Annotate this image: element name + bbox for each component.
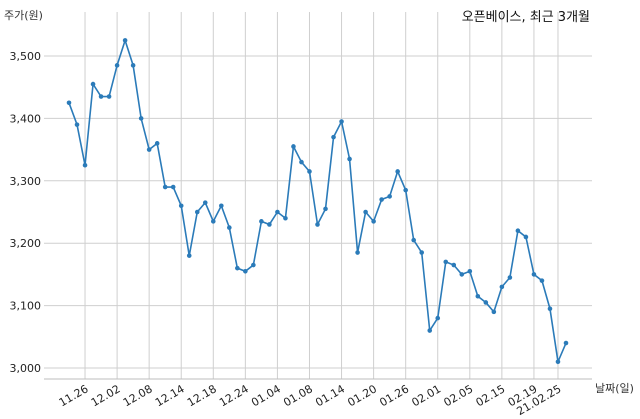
data-point — [251, 262, 256, 268]
data-point — [475, 293, 481, 299]
data-point — [267, 222, 272, 227]
data-point — [170, 184, 176, 190]
data-point — [387, 194, 392, 199]
data-point — [259, 219, 264, 224]
data-point — [427, 328, 433, 333]
chart-title: 오픈베이스, 최근 3개월 — [462, 10, 590, 25]
grid — [44, 12, 592, 379]
data-point — [323, 206, 328, 212]
data-point — [435, 315, 441, 321]
x-tick-label: 12.14 — [153, 382, 187, 409]
data-point — [138, 116, 144, 121]
y-axis-label: 주가(원) — [4, 9, 43, 22]
data-point — [483, 300, 489, 305]
data-point — [178, 203, 184, 209]
data-point — [451, 262, 457, 268]
data-point — [443, 259, 449, 265]
data-point — [347, 156, 352, 162]
data-point — [122, 38, 128, 43]
data-point — [210, 219, 216, 224]
x-tick-labels: 11.2612.0212.0812.1412.1812.2401.0401.08… — [57, 382, 564, 418]
data-point — [499, 284, 505, 290]
x-tick-label: 01.14 — [313, 382, 347, 409]
data-point — [90, 81, 96, 87]
data-point — [419, 250, 425, 255]
y-tick-labels: 3,000 3,100 3,200 3,300 3,400 3,500 — [10, 50, 42, 375]
data-point — [275, 209, 280, 215]
data-point — [299, 159, 304, 165]
data-point — [547, 306, 553, 312]
data-point — [411, 237, 416, 243]
data-point — [355, 250, 360, 255]
x-tick-label: 01.20 — [345, 382, 379, 409]
data-point — [130, 63, 136, 68]
data-point — [194, 209, 200, 215]
data-point — [307, 169, 312, 174]
data-point — [315, 222, 320, 227]
data-point — [339, 119, 344, 124]
x-tick-label: 12.24 — [217, 382, 251, 409]
data-point — [539, 278, 545, 283]
data-point — [219, 203, 224, 209]
data-point — [146, 147, 152, 152]
data-point — [331, 134, 336, 140]
x-tick-label: 02.15 — [474, 382, 508, 409]
data-point — [74, 122, 80, 127]
data-point — [154, 141, 160, 146]
x-tick-label: 12.18 — [185, 382, 219, 409]
y-tick-label: 3,200 — [10, 237, 42, 250]
data-point — [227, 225, 232, 230]
x-axis-label: 날짜(일) — [595, 381, 634, 395]
data-point — [243, 268, 248, 274]
data-point — [66, 100, 72, 106]
data-point — [106, 94, 112, 99]
data-point — [515, 228, 521, 234]
data-point — [395, 169, 400, 174]
x-tick-label: 11.26 — [57, 382, 91, 409]
data-point — [162, 184, 168, 190]
data-point — [563, 340, 569, 346]
data-point — [114, 63, 120, 68]
data-point — [363, 209, 368, 215]
data-point — [235, 265, 240, 271]
x-tick-label: 12.02 — [89, 382, 123, 409]
data-point — [523, 234, 529, 240]
x-tick-label: 12.08 — [121, 382, 155, 409]
x-tick-label: 02.01 — [409, 382, 443, 409]
data-point — [291, 144, 296, 149]
y-tick-label: 3,400 — [10, 112, 42, 125]
x-tick-label: 01.08 — [281, 382, 315, 409]
data-point — [491, 309, 497, 315]
y-tick-label: 3,500 — [10, 50, 42, 63]
y-tick-label: 3,300 — [10, 175, 42, 188]
data-point — [371, 219, 376, 224]
data-point — [459, 272, 465, 277]
x-tick-label: 01.26 — [377, 382, 411, 409]
data-point — [82, 162, 88, 168]
data-point — [283, 215, 288, 221]
data-point — [467, 268, 473, 274]
y-tick-label: 3,100 — [10, 300, 42, 313]
data-point — [531, 272, 537, 277]
price-series-points — [66, 38, 569, 365]
data-point — [555, 359, 561, 365]
y-tick-label: 3,000 — [10, 362, 42, 375]
x-tick-label: 02.05 — [442, 382, 476, 409]
x-tick-label: 01.04 — [249, 382, 283, 409]
price-series-line — [68, 37, 567, 365]
data-point — [202, 200, 208, 205]
data-point — [403, 187, 408, 193]
data-point — [379, 197, 384, 202]
data-point — [507, 275, 513, 280]
data-point — [98, 94, 104, 99]
data-point — [186, 253, 192, 258]
